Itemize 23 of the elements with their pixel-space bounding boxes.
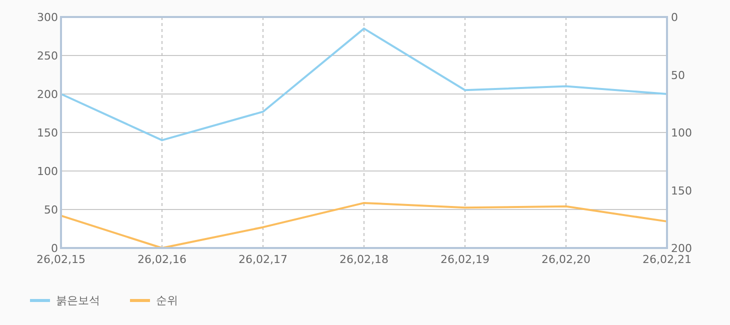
y2-tick-label: 50 xyxy=(671,68,685,82)
line-series xyxy=(60,28,668,142)
y-tick-label: 300 xyxy=(37,11,58,24)
y-tick-label: 200 xyxy=(37,88,58,101)
y2-tick-label: 100 xyxy=(671,126,692,140)
y2-tick-label: 200 xyxy=(671,242,692,255)
y-tick-label: 100 xyxy=(37,165,58,178)
x-tick-label: 26,02,21 xyxy=(642,253,692,266)
x-tick-label: 26,02,18 xyxy=(340,253,388,266)
x-tick-label: 26,02,15 xyxy=(36,253,86,266)
line-series xyxy=(60,202,668,249)
y-tick-label: 250 xyxy=(37,50,58,62)
x-tick-label: 26,02,19 xyxy=(440,253,490,266)
y-tick-label: 0 xyxy=(51,242,58,255)
legend-label: 순위 xyxy=(156,294,178,307)
y2-tick-label: 0 xyxy=(671,11,678,24)
y-tick-label: 150 xyxy=(37,126,58,140)
y2-tick-label: 150 xyxy=(671,184,692,198)
x-tick-label: 26,02,20 xyxy=(542,253,590,266)
x-tick-label: 26,02,16 xyxy=(138,253,186,266)
x-tick-label: 26,02,17 xyxy=(238,253,288,266)
legend-label: 붉은보석 xyxy=(56,294,100,307)
y-tick-label: 50 xyxy=(44,204,58,216)
